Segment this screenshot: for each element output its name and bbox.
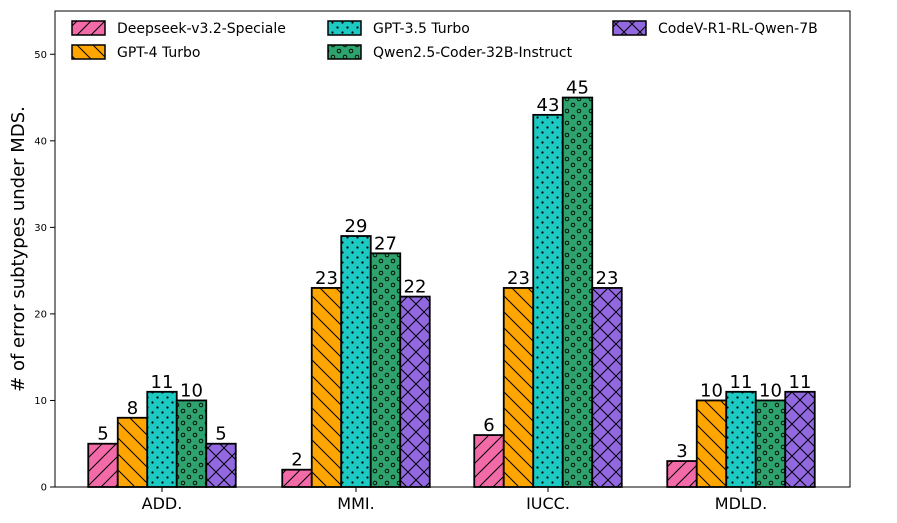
bar-mmi-gpt-3-5-turbo [340, 235, 372, 488]
value-label-mmi-qwen2-5-coder-32b-instruct: 27 [374, 233, 397, 254]
bar-add-codev-r1-rl-qwen-7b [205, 442, 237, 488]
bar-add-gpt-4-turbo [116, 416, 149, 488]
y-tick-label: 0 [41, 483, 47, 494]
x-tick-label: IUCC. [526, 494, 570, 513]
value-label-mmi-gpt-3-5-turbo: 29 [345, 216, 368, 237]
value-label-mmi-codev-r1-rl-qwen-7b: 22 [404, 277, 427, 298]
value-label-iucc-qwen2-5-coder-32b-instruct: 45 [566, 78, 589, 99]
bar-mmi-codev-r1-rl-qwen-7b [399, 295, 431, 488]
legend-label-gpt35: GPT-3.5 Turbo [373, 21, 470, 37]
y-tick-label: 30 [34, 223, 47, 234]
legend-label-gpt4: GPT-4 Turbo [117, 45, 200, 61]
bar-add-qwen2-5-coder-32b-instruct [175, 399, 208, 488]
bar-iucc-deepseek-v3-2-speciale [473, 434, 505, 488]
legend-swatch-qwen [327, 44, 362, 60]
y-tick-label: 20 [34, 309, 47, 320]
bar-mmi-deepseek-v3-2-speciale [281, 468, 313, 488]
bar-mdld-gpt-3-5-turbo [725, 390, 757, 488]
legend-swatch-gpt4 [71, 44, 106, 60]
bar-mmi-gpt-4-turbo [310, 287, 343, 488]
legend-label-codev: CodeV-R1-RL-Qwen-7B [658, 21, 818, 37]
value-label-mdld-gpt-4-turbo: 10 [700, 380, 723, 401]
bar-series-group [87, 96, 816, 488]
x-tick-label: ADD. [142, 494, 183, 513]
value-label-mdld-qwen2-5-coder-32b-instruct: 10 [759, 380, 782, 401]
bar-add-gpt-3-5-turbo [146, 390, 178, 488]
x-axis-labels: ADD. MMI. IUCC. MDLD. [142, 487, 767, 513]
bar-iucc-codev-r1-rl-qwen-7b [591, 287, 623, 488]
y-axis-ticks: 0 10 20 30 40 50 [34, 50, 55, 494]
y-axis-title: # of error subtypes under MDS. [8, 106, 29, 392]
y-tick-label: 50 [34, 50, 47, 61]
legend-label-qwen: Qwen2.5-Coder-32B-Instruct [373, 45, 573, 61]
bar-add-deepseek-v3-2-speciale [87, 442, 119, 488]
legend-swatch-gpt35 [327, 20, 362, 36]
bar-mdld-deepseek-v3-2-speciale [666, 460, 698, 488]
legend: Deepseek-v3.2-Speciale GPT-4 Turbo GPT-3… [71, 20, 818, 61]
value-label-add-gpt-4-turbo: 8 [127, 398, 138, 419]
value-label-iucc-gpt-4-turbo: 23 [507, 268, 530, 289]
y-tick-label: 40 [34, 136, 47, 147]
value-label-mdld-codev-r1-rl-qwen-7b: 11 [789, 372, 812, 393]
value-label-mmi-gpt-4-turbo: 23 [315, 268, 338, 289]
value-label-mdld-deepseek-v3-2-speciale: 3 [676, 441, 687, 462]
value-label-iucc-gpt-3-5-turbo: 43 [537, 95, 560, 116]
x-tick-label: MMI. [337, 494, 374, 513]
bar-iucc-gpt-3-5-turbo [532, 113, 564, 488]
value-label-iucc-codev-r1-rl-qwen-7b: 23 [596, 268, 619, 289]
y-tick-label: 10 [34, 396, 47, 407]
bar-iucc-gpt-4-turbo [502, 287, 535, 488]
bar-mdld-gpt-4-turbo [695, 399, 728, 488]
plot-area [54, 10, 851, 488]
value-label-add-qwen2-5-coder-32b-instruct: 10 [180, 380, 203, 401]
value-label-iucc-deepseek-v3-2-speciale: 6 [483, 415, 494, 436]
bar-mdld-codev-r1-rl-qwen-7b [784, 390, 816, 488]
legend-swatch-codev [612, 20, 647, 36]
bar-mmi-qwen2-5-coder-32b-instruct [369, 252, 402, 488]
value-label-add-codev-r1-rl-qwen-7b: 5 [215, 424, 226, 445]
value-label-add-gpt-3-5-turbo: 11 [151, 372, 174, 393]
legend-swatch-deepseek [71, 20, 106, 36]
x-tick-label: MDLD. [715, 494, 767, 513]
bar-iucc-qwen2-5-coder-32b-instruct [561, 96, 594, 488]
value-label-mmi-deepseek-v3-2-speciale: 2 [291, 450, 302, 471]
value-label-mdld-gpt-3-5-turbo: 11 [730, 372, 753, 393]
value-label-add-deepseek-v3-2-speciale: 5 [97, 424, 108, 445]
bar-mdld-qwen2-5-coder-32b-instruct [754, 399, 787, 488]
legend-label-deepseek: Deepseek-v3.2-Speciale [117, 21, 286, 37]
